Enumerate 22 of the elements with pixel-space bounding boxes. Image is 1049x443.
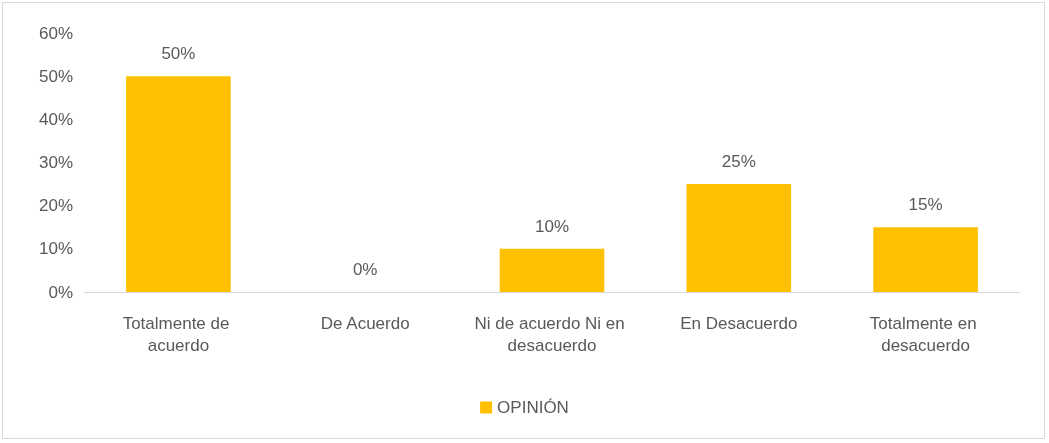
bar (499, 248, 605, 292)
y-tick-label: 60% (38, 23, 73, 43)
y-tick-label: 40% (38, 109, 73, 129)
data-label: 50% (161, 44, 196, 64)
x-tick-label: De Acuerdo (320, 313, 410, 333)
data-label: 0% (352, 260, 378, 279)
y-tick-label: 30% (38, 153, 73, 172)
x-tick-label: En Desacuerdo (680, 313, 798, 333)
y-tick-label: 20% (38, 196, 73, 216)
bar (686, 184, 792, 292)
y-tick-label: 0% (48, 282, 73, 302)
x-tick-label: Ni de acuerdo Ni en desacuerdo (474, 313, 630, 355)
x-tick-label: Totalmente en desacuerdo (869, 313, 982, 355)
y-tick-label: 50% (38, 66, 73, 86)
data-label: 10% (534, 216, 570, 236)
data-label: 25% (721, 152, 756, 172)
bar (873, 227, 978, 292)
y-tick-label: 10% (38, 239, 73, 259)
legend-label: OPINIÓN (497, 398, 569, 417)
bar (126, 76, 231, 292)
data-label: 15% (908, 195, 943, 215)
x-tick-label: Totalmente de acuerdo (122, 313, 235, 355)
